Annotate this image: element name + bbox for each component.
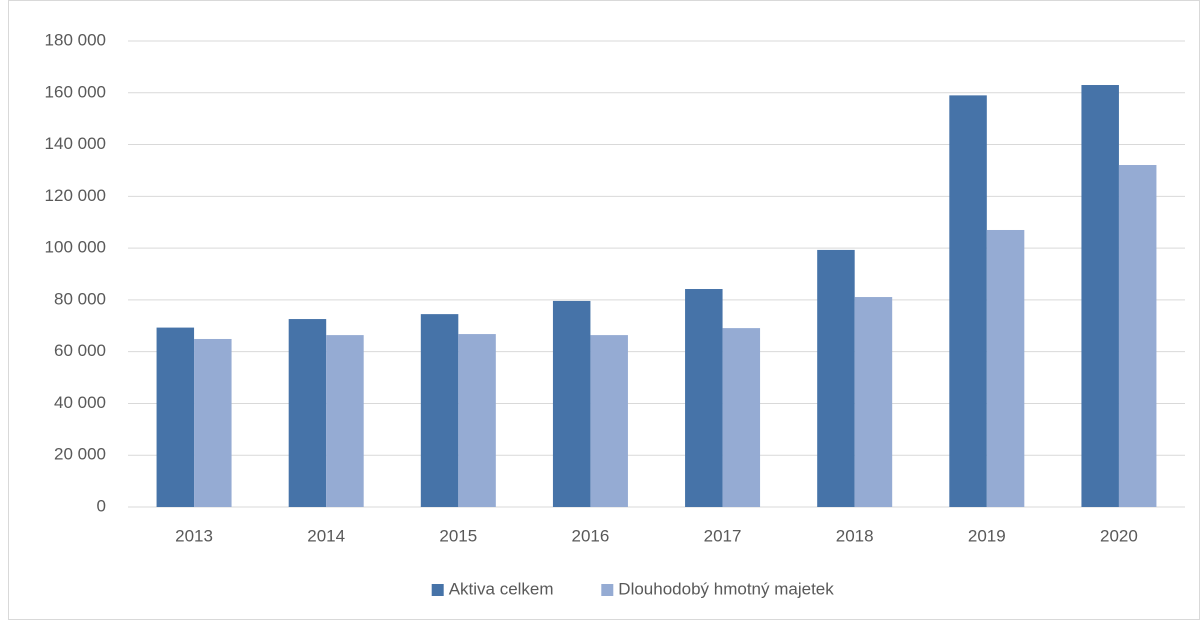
y-tick-label: 60 000 [54,341,106,360]
bar [420,314,459,507]
y-tick-label: 160 000 [45,82,106,101]
y-tick-label: 140 000 [45,134,106,153]
x-tick-label: 2016 [572,526,610,545]
x-tick-label: 2019 [968,526,1006,545]
x-tick-label: 2020 [1100,526,1138,545]
legend-label: Aktiva celkem [449,579,554,598]
x-tick-label: 2014 [307,526,345,545]
bar [326,335,364,507]
y-tick-label: 20 000 [54,445,106,464]
y-tick-label: 80 000 [54,289,106,308]
bar [949,95,987,507]
bar [854,297,893,507]
y-tick-label: 180 000 [45,30,106,49]
bar [817,249,855,507]
x-tick-label: 2015 [439,526,477,545]
bar [1118,165,1157,507]
legend-label: Dlouhodobý hmotný majetek [618,579,834,598]
y-tick-label: 120 000 [45,186,106,205]
x-tick-label: 2013 [175,526,213,545]
bar [552,300,591,507]
y-tick-label: 40 000 [54,393,106,412]
legend-swatch [431,584,444,596]
bar [685,289,723,507]
bar [194,338,232,507]
y-tick-label: 100 000 [45,238,106,257]
bar [156,327,195,507]
bar [288,319,327,507]
x-tick-label: 2018 [836,526,874,545]
bar [722,328,761,507]
bar [458,334,496,507]
y-tick-label: 0 [97,496,106,515]
bar [986,229,1025,507]
bar [590,335,628,507]
bar [1081,85,1119,507]
legend-swatch [601,584,614,596]
x-tick-label: 2017 [704,526,742,545]
